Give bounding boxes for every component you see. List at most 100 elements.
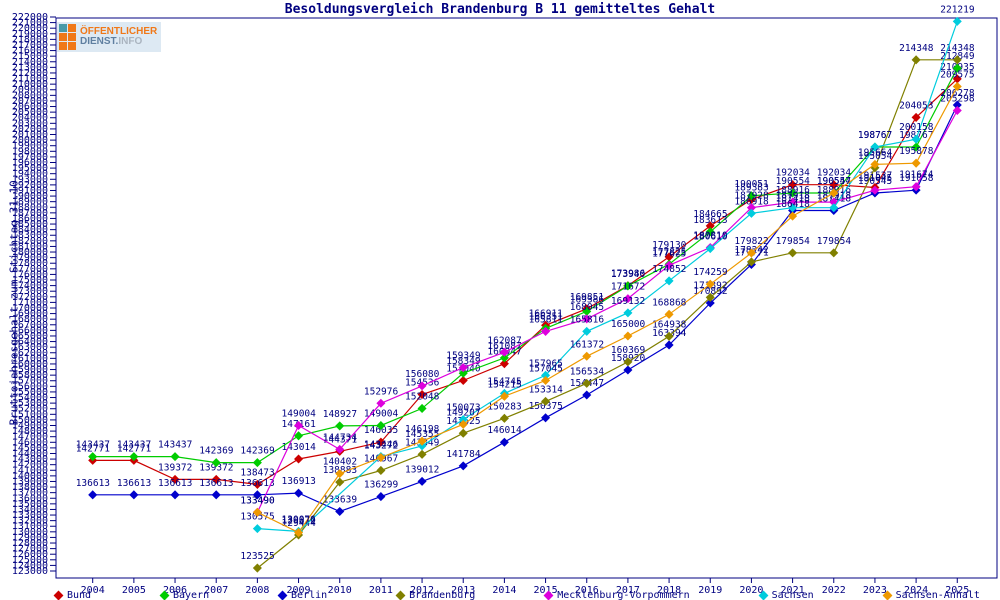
svg-text:206000: 206000	[12, 102, 48, 113]
series-bund: 142771 142771 139372 139372 138473 143014 1443…	[76, 62, 975, 489]
svg-text:221000: 221000	[12, 18, 48, 29]
svg-text:177000: 177000	[12, 264, 48, 275]
svg-text:190000: 190000	[12, 191, 48, 202]
svg-text:188000: 188000	[12, 202, 48, 213]
svg-text:136613: 136613	[199, 478, 233, 489]
svg-text:171000: 171000	[12, 297, 48, 308]
svg-text:191537: 191537	[858, 170, 892, 181]
svg-text:137000: 137000	[12, 488, 48, 499]
svg-text:136613: 136613	[240, 478, 274, 489]
svg-text:198000: 198000	[12, 146, 48, 157]
svg-text:158000: 158000	[12, 370, 48, 381]
svg-text:183000: 183000	[12, 230, 48, 241]
svg-text:190547: 190547	[817, 176, 851, 187]
point-sachsen-anhalt-2018	[664, 309, 674, 319]
svg-text:2019: 2019	[698, 585, 722, 596]
svg-text:143437: 143437	[76, 440, 110, 451]
point-brandenburg-2014	[499, 413, 509, 423]
point-berlin-2011	[376, 492, 386, 502]
y-axis: 1230001240001250001260001270001280001290…	[12, 12, 56, 577]
svg-text:215000: 215000	[12, 51, 48, 62]
svg-text:2017: 2017	[616, 585, 640, 596]
svg-text:164938: 164938	[652, 319, 687, 330]
svg-text:159000: 159000	[12, 365, 48, 376]
svg-text:221219: 221219	[940, 4, 975, 15]
svg-text:152048: 152048	[405, 391, 440, 402]
svg-text:177625: 177625	[652, 248, 686, 259]
svg-text:140000: 140000	[12, 471, 48, 482]
point-berlin-2006	[170, 490, 180, 500]
point-brandenburg-2011	[376, 465, 386, 475]
legend-label: Sachsen	[771, 590, 814, 600]
svg-text:187000: 187000	[12, 208, 48, 219]
svg-text:133490: 133490	[240, 495, 275, 506]
svg-text:141000: 141000	[12, 465, 48, 476]
series-sachsen: 130575 130076 143446 145355 150073 154745 1579…	[240, 4, 975, 536]
svg-text:123525: 123525	[240, 551, 274, 562]
svg-text:179130: 179130	[652, 240, 687, 251]
legend-item-mecklenburg-vorpommern: Mecklenburg-Vorpommern	[543, 590, 690, 600]
svg-text:138000: 138000	[12, 482, 48, 493]
point-berlin-2009	[294, 488, 304, 498]
point-bayern-2008	[252, 458, 262, 468]
svg-text:142771: 142771	[117, 443, 152, 454]
svg-text:204000: 204000	[12, 113, 48, 124]
svg-text:190051: 190051	[734, 179, 769, 190]
svg-text:173986: 173986	[611, 269, 646, 280]
svg-text:196000: 196000	[12, 157, 48, 168]
svg-text:2014: 2014	[492, 585, 516, 596]
svg-text:202000: 202000	[12, 124, 48, 135]
svg-text:208000: 208000	[12, 90, 48, 101]
svg-text:188916: 188916	[776, 185, 811, 196]
svg-text:153314: 153314	[529, 384, 564, 395]
svg-text:180000: 180000	[12, 247, 48, 258]
svg-text:191045: 191045	[858, 173, 892, 184]
svg-text:213000: 213000	[12, 62, 48, 73]
svg-text:198767: 198767	[858, 130, 892, 141]
svg-text:125000: 125000	[12, 555, 48, 566]
point-sachsen-anhalt-2017	[623, 331, 633, 341]
point-brandenburg-2012	[417, 449, 427, 459]
svg-text:2007: 2007	[204, 585, 228, 596]
point-berlin-2010	[335, 506, 345, 516]
svg-text:180610: 180610	[693, 232, 728, 243]
svg-text:195878: 195878	[899, 146, 934, 157]
svg-text:205000: 205000	[12, 107, 48, 118]
svg-text:2009: 2009	[287, 585, 311, 596]
svg-text:2008: 2008	[245, 585, 269, 596]
svg-text:156080: 156080	[405, 369, 440, 380]
svg-text:133490: 133490	[240, 495, 275, 506]
svg-text:147000: 147000	[12, 432, 48, 443]
svg-text:197000: 197000	[12, 152, 48, 163]
point-brandenburg-2021	[788, 248, 798, 258]
svg-text:211000: 211000	[12, 74, 48, 85]
point-bund-2009	[294, 454, 304, 464]
svg-text:173940: 173940	[611, 269, 646, 280]
svg-text:198767: 198767	[858, 130, 892, 141]
svg-text:135000: 135000	[12, 499, 48, 510]
svg-text:149207: 149207	[446, 407, 480, 418]
svg-text:180810: 180810	[693, 230, 728, 241]
svg-text:143446: 143446	[364, 440, 399, 451]
svg-text:171672: 171672	[611, 282, 645, 293]
svg-text:132000: 132000	[12, 516, 48, 527]
svg-text:136000: 136000	[12, 493, 48, 504]
svg-text:166000: 166000	[12, 325, 48, 336]
svg-text:160000: 160000	[12, 359, 48, 370]
legend-item-sachsen: Sachsen	[758, 590, 814, 600]
svg-text:144734: 144734	[323, 432, 358, 443]
svg-text:142000: 142000	[12, 460, 48, 471]
svg-text:169132: 169132	[611, 296, 645, 307]
svg-text:189000: 189000	[12, 197, 48, 208]
svg-text:124000: 124000	[12, 560, 48, 571]
svg-text:157965: 157965	[529, 358, 563, 369]
svg-text:150375: 150375	[529, 401, 563, 412]
svg-text:146198: 146198	[405, 424, 440, 435]
svg-text:2020: 2020	[739, 585, 763, 596]
svg-text:154215: 154215	[487, 379, 521, 390]
svg-text:158349: 158349	[446, 356, 481, 367]
svg-text:150073: 150073	[446, 403, 480, 414]
svg-text:220000: 220000	[12, 23, 48, 34]
